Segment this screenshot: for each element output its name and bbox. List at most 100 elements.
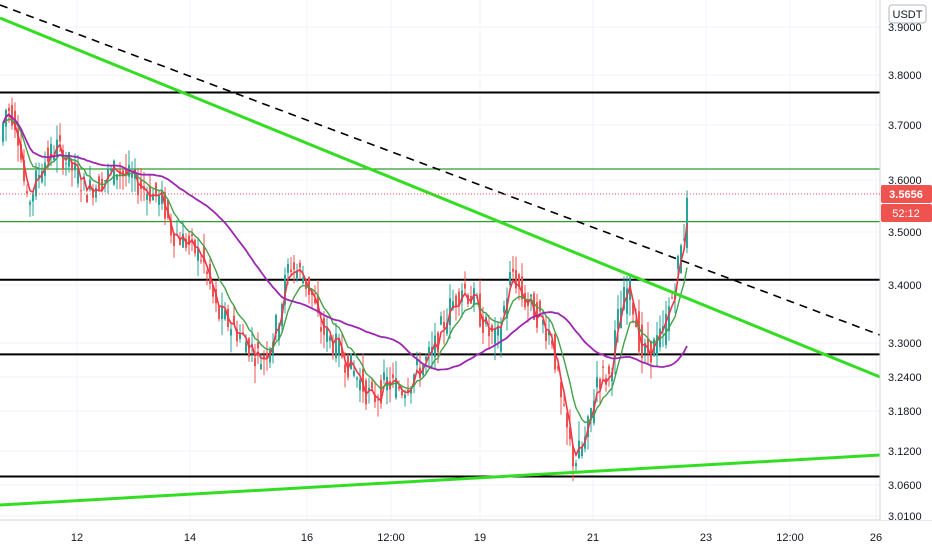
candle-body (125, 168, 127, 176)
candle-body (575, 463, 577, 467)
candle-body (113, 160, 115, 185)
x-axis-panel (0, 521, 932, 550)
candle-body (443, 321, 445, 329)
candle-body (515, 269, 517, 289)
x-tick-label: 14 (184, 532, 196, 544)
candle-body (599, 378, 601, 390)
candle-body (260, 364, 262, 370)
candle-body (32, 193, 34, 202)
candle-body (497, 325, 499, 336)
x-tick-label: 23 (700, 532, 712, 544)
candle-body (212, 285, 214, 297)
ma-fast-line (2, 112, 688, 458)
candle-body (275, 315, 277, 335)
candle-body (236, 329, 238, 342)
candle-body (140, 180, 142, 190)
candle-body (590, 408, 592, 420)
candle-body (170, 219, 172, 236)
candle-body (92, 188, 94, 198)
candle-body (635, 320, 637, 328)
candle-body (287, 264, 289, 273)
candle-body (518, 274, 520, 287)
candle-body (398, 386, 400, 389)
x-tick-label: 19 (474, 532, 486, 544)
candle-body (347, 354, 349, 378)
candle-body (338, 338, 340, 355)
candle-body (359, 379, 361, 391)
candle-body (263, 355, 265, 360)
price-tags: USDT 3.5656 52:12 (0, 4, 932, 222)
price-tag (881, 185, 932, 203)
candle-body (407, 389, 409, 393)
candle-body (41, 171, 43, 183)
candle-body (26, 191, 28, 194)
candle-body (167, 199, 169, 218)
trendline-descending (0, 16, 881, 379)
x-tick-label: 21 (587, 532, 599, 544)
candle-body (569, 427, 571, 440)
candle-body (326, 327, 328, 342)
candle-body (302, 277, 304, 284)
candle-body (320, 327, 322, 332)
candle-body (38, 175, 40, 179)
candle-body (131, 174, 133, 178)
y-tick-label: 3.3000 (888, 338, 922, 350)
candle-body (305, 279, 307, 289)
candle-body (446, 322, 448, 334)
candle-body (377, 399, 379, 401)
candle-body (503, 305, 505, 313)
trendline-dashed (0, 4, 881, 336)
candle-body (665, 313, 667, 345)
candle-body (47, 147, 49, 162)
ma-mid-line (2, 118, 688, 424)
candle-body (401, 391, 403, 396)
x-tick-label: 12:00 (776, 532, 804, 544)
candle-body (545, 329, 547, 342)
candle-body (299, 262, 301, 268)
candle-body (104, 180, 106, 182)
candle-body (572, 445, 574, 467)
candle-body (341, 347, 343, 358)
candle-body (203, 246, 205, 263)
candle-body (464, 283, 466, 289)
candle-body (557, 365, 559, 369)
candle-body (521, 276, 523, 300)
candle-body (80, 190, 82, 192)
trendline-ascending (0, 453, 881, 507)
candle-body (86, 194, 88, 203)
candle-body (539, 300, 541, 312)
candle-body (647, 338, 649, 353)
countdown-tag (881, 204, 932, 222)
candle-body (596, 377, 598, 388)
candle-body (374, 394, 376, 403)
candle-body (185, 238, 187, 248)
y-tick-label: 3.8000 (888, 70, 922, 82)
candle-body (50, 144, 52, 159)
candle-body (182, 233, 184, 248)
candle-body (632, 302, 634, 315)
candle-body (23, 160, 25, 182)
ma-slow-line (2, 113, 688, 371)
candle-body (65, 163, 67, 165)
y-tick-label: 3.0100 (888, 511, 922, 523)
candle-body (611, 371, 613, 382)
candle-body (74, 163, 76, 171)
y-tick-label: 3.4000 (888, 280, 922, 292)
axis-labels: 3.9000 3.8000 3.7000 3.6000 3.5000 3.4000 3.30… (71, 22, 922, 544)
y-tick-label: 3.1800 (888, 406, 922, 418)
candle-body (614, 330, 616, 359)
candle-body (158, 194, 160, 205)
y-tick-label: 3.7000 (888, 120, 922, 132)
candle-body (95, 187, 97, 198)
candle-body (122, 170, 124, 176)
candle-body (671, 297, 673, 299)
x-tick-label: 12 (71, 532, 83, 544)
candle-body (371, 381, 373, 389)
candle-body (677, 255, 679, 269)
candle-body (440, 316, 442, 325)
candle-body (563, 404, 565, 406)
candle-body (191, 234, 193, 237)
